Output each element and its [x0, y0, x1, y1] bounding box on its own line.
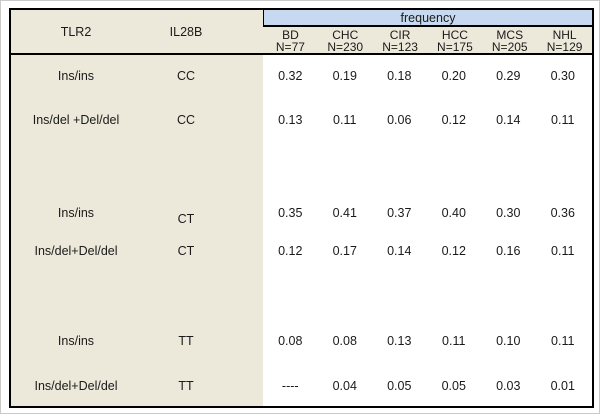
frequency-value-cell: 0.41: [332, 206, 357, 220]
frequency-value-cell: 0.03: [496, 379, 521, 393]
frequency-value-cell: 0.20: [441, 69, 466, 83]
group-n: N=205: [491, 40, 528, 54]
frequency-value-cell: ----: [281, 379, 299, 393]
tlr2-genotype-cell: Ins/del+Del/del: [34, 379, 118, 393]
frequency-banner: frequency: [263, 10, 592, 27]
il28b-genotype-cell: TT: [178, 379, 194, 393]
group-n: N=123: [382, 40, 418, 54]
frequency-value-cell: 0.12: [441, 113, 466, 127]
column-header-tlr2: TLR2: [60, 24, 92, 39]
group-header-cir: CIR N=123: [373, 29, 428, 53]
group-name: NHL: [552, 28, 577, 42]
il28b-genotype-cell: TT: [178, 334, 194, 348]
group-name: MCS: [496, 28, 524, 42]
frequency-value-cell: 0.40: [441, 206, 466, 220]
frequency-value-cell: 0.05: [387, 379, 412, 393]
group-headers: BD N=77 CHC N=230 CIR N=123 HCC N=175 MC…: [263, 29, 592, 53]
label-columns-background: [11, 10, 263, 406]
frequency-value-cell: 0.08: [332, 334, 357, 348]
table-row: Ins/ins CC 0.32 0.19 0.18 0.20 0.29 0.30: [11, 61, 592, 91]
frequency-value-cell: 0.14: [387, 244, 412, 258]
il28b-genotype-cell: CC: [176, 69, 196, 83]
frequency-value-cell: 0.30: [496, 206, 521, 220]
column-header-il28b: IL28B: [169, 24, 203, 39]
frequency-value-cell: 0.11: [551, 113, 575, 127]
frequency-value-cell: 0.11: [551, 244, 575, 258]
group-header-hcc: HCC N=175: [427, 29, 482, 53]
frequency-value-cell: 0.05: [441, 379, 466, 393]
frequency-value-cell: 0.10: [496, 334, 521, 348]
frequency-value-cell: 0.04: [332, 379, 357, 393]
frequency-value-cell: 0.29: [496, 69, 521, 83]
group-name: BD: [282, 28, 299, 42]
table-row: Ins/del+Del/del CT 0.12 0.17 0.14 0.12 0…: [11, 236, 592, 266]
frequency-value-cell: 0.35: [278, 206, 303, 220]
table-row: Ins/del+Del/del TT ---- 0.04 0.05 0.05 0…: [11, 371, 592, 401]
frequency-value-cell: 0.14: [496, 113, 521, 127]
frequency-value-cell: 0.18: [387, 69, 412, 83]
group-header-mcs: MCS N=205: [482, 29, 537, 53]
frequency-value-cell: 0.01: [550, 379, 575, 393]
frequency-value-cell: 0.19: [332, 69, 357, 83]
frequency-value-cell: 0.37: [387, 206, 412, 220]
frequency-value-cell: 0.36: [550, 206, 575, 220]
group-n: N=77: [275, 40, 305, 54]
group-header-nhl: NHL N=129: [537, 29, 592, 53]
table-header: TLR2 IL28B frequency BD N=77 CHC N=230 C…: [11, 10, 592, 55]
frequency-value-cell: 0.30: [550, 69, 575, 83]
group-name: CHC: [332, 28, 359, 42]
frequency-value-cell: 0.12: [278, 244, 303, 258]
frequency-label: frequency: [400, 10, 456, 25]
frequency-value-cell: 0.13: [387, 334, 412, 348]
group-n: N=175: [437, 40, 473, 54]
tlr2-genotype-cell: Ins/ins: [57, 334, 95, 348]
tlr2-genotype-cell: Ins/del +Del/del: [32, 113, 120, 127]
group-name: CIR: [389, 28, 411, 42]
table-row: Ins/del +Del/del CC 0.13 0.11 0.06 0.12 …: [11, 105, 592, 135]
frequency-value-cell: 0.11: [442, 334, 466, 348]
frequency-value-cell: 0.17: [332, 244, 357, 258]
group-header-chc: CHC N=230: [318, 29, 373, 53]
tlr2-genotype-cell: Ins/ins: [57, 69, 95, 83]
frequency-value-cell: 0.16: [496, 244, 521, 258]
table-row: Ins/ins CT 0.35 0.41 0.37 0.40 0.30 0.36: [11, 198, 592, 228]
il28b-genotype-cell: CT: [177, 244, 195, 258]
il28b-genotype-cell: CT: [177, 212, 195, 226]
table-row: Ins/ins TT 0.08 0.08 0.13 0.11 0.10 0.11: [11, 326, 592, 356]
frequency-table: TLR2 IL28B frequency BD N=77 CHC N=230 C…: [9, 8, 594, 408]
il28b-genotype-cell: CC: [176, 113, 196, 127]
group-n: N=129: [546, 40, 583, 54]
frequency-value-cell: 0.12: [441, 244, 466, 258]
frequency-value-cell: 0.13: [278, 113, 303, 127]
frequency-value-cell: 0.06: [387, 113, 412, 127]
tlr2-genotype-cell: Ins/ins: [57, 206, 95, 220]
frequency-value-cell: 0.11: [333, 113, 357, 127]
group-header-bd: BD N=77: [263, 29, 318, 53]
group-n: N=230: [327, 40, 364, 54]
frequency-value-cell: 0.08: [278, 334, 303, 348]
frequency-value-cell: 0.11: [551, 334, 575, 348]
group-name: HCC: [441, 28, 468, 42]
tlr2-genotype-cell: Ins/del+Del/del: [34, 244, 118, 258]
frequency-value-cell: 0.32: [278, 69, 303, 83]
